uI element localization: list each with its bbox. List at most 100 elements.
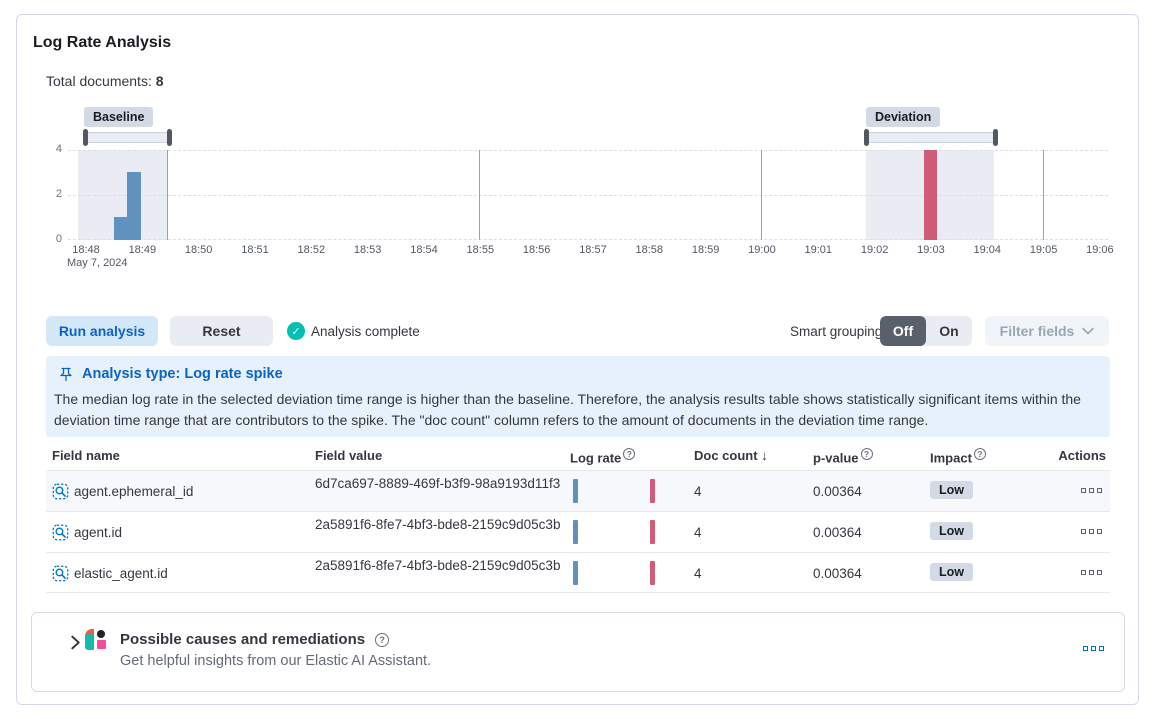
- chevron-down-icon: [1082, 327, 1095, 335]
- total-documents-label: Total documents:: [46, 73, 152, 89]
- deviation-brush-left-handle[interactable]: [864, 129, 869, 146]
- callout-body: The median log rate in the selected devi…: [54, 391, 1081, 428]
- gridline-y4: [68, 150, 1108, 151]
- table-row[interactable]: elastic_agent.id 2a5891f6-8fe7-4bf3-bde8…: [46, 552, 1110, 593]
- accordion-subtitle: Get helpful insights from our Elastic AI…: [120, 653, 432, 669]
- baseline-brush[interactable]: [85, 132, 170, 143]
- col-p-value-label: p-value: [813, 450, 859, 466]
- col-impact[interactable]: Impact?: [930, 448, 986, 465]
- log-rate-deviation-bar: [650, 479, 655, 503]
- x-tick: 19:01: [804, 244, 833, 256]
- p-value: 0.00364: [813, 566, 862, 581]
- deviation-brush-right-handle[interactable]: [993, 129, 998, 146]
- x-tick: 19:03: [917, 244, 945, 256]
- sort-desc-icon: ↓: [761, 448, 768, 463]
- y-tick-4: 4: [55, 143, 62, 155]
- accordion-actions-icon[interactable]: [1083, 646, 1104, 651]
- gridline-1855: [479, 150, 480, 240]
- filter-field-icon[interactable]: [52, 483, 69, 500]
- log-rate-baseline-bar: [573, 520, 578, 544]
- gridline-1905: [1043, 150, 1044, 240]
- p-value: 0.00364: [813, 525, 862, 540]
- col-field-value[interactable]: Field value: [315, 448, 383, 463]
- impact-badge: Low: [930, 522, 973, 540]
- gridline-y0: [68, 239, 1108, 240]
- possible-causes-accordion[interactable]: Possible causes and remediations ? Get h…: [31, 612, 1125, 692]
- deviation-brush[interactable]: [866, 132, 996, 143]
- results-table-header: Field name Field value Log rate? Doc cou…: [46, 448, 1110, 470]
- smart-grouping-off-button[interactable]: Off: [880, 316, 926, 346]
- check-circle-icon: ✓: [287, 322, 305, 340]
- gridline-y2: [68, 195, 1108, 196]
- baseline-brush-left-handle[interactable]: [83, 129, 88, 146]
- filter-fields-button[interactable]: Filter fields: [985, 316, 1109, 346]
- x-tick: 18:51: [241, 244, 269, 256]
- deviation-bar-4: [924, 150, 937, 240]
- smart-grouping-on-button[interactable]: On: [939, 323, 959, 339]
- reset-button[interactable]: Reset: [170, 316, 273, 346]
- x-tick: 18:57: [579, 244, 607, 256]
- x-tick: 19:05: [1029, 244, 1058, 256]
- baseline-brush-right-handle[interactable]: [167, 129, 172, 146]
- p-value-help-icon[interactable]: ?: [860, 448, 873, 460]
- y-tick-2: 2: [55, 188, 62, 200]
- help-icon[interactable]: ?: [375, 632, 390, 647]
- total-documents: Total documents: 8: [46, 73, 164, 89]
- filter-field-icon[interactable]: [52, 524, 69, 541]
- col-field-name[interactable]: Field name: [52, 448, 120, 463]
- smart-grouping-toggle: Off On: [880, 316, 972, 346]
- row-actions-icon[interactable]: [1081, 529, 1102, 534]
- analysis-status-text: Analysis complete: [311, 324, 420, 339]
- x-tick: 18:55: [466, 244, 495, 256]
- log-rate-baseline-bar: [573, 561, 578, 585]
- field-name: agent.id: [74, 525, 123, 540]
- col-log-rate-label: Log rate: [570, 450, 622, 466]
- x-tick: 19:02: [860, 244, 889, 256]
- x-axis-date-label: May 7, 2024: [67, 257, 128, 269]
- col-doc-count-label: Doc count: [694, 448, 758, 463]
- page-title: Log Rate Analysis: [33, 34, 172, 51]
- chevron-right-icon[interactable]: [69, 635, 82, 650]
- x-tick: 19:00: [748, 244, 776, 256]
- deviation-badge-label: Deviation: [875, 110, 932, 124]
- ai-icon-teal-shape: [85, 629, 94, 650]
- x-tick: 18:53: [353, 244, 382, 256]
- run-analysis-button[interactable]: Run analysis: [46, 316, 158, 346]
- log-rate-baseline-bar: [573, 479, 578, 503]
- accordion-title-row: Possible causes and remediations ?: [120, 631, 390, 648]
- baseline-badge: Baseline: [84, 107, 154, 127]
- x-tick: 19:06: [1086, 244, 1114, 256]
- p-value: 0.00364: [813, 484, 862, 499]
- log-rate-deviation-bar: [650, 561, 655, 585]
- col-log-rate[interactable]: Log rate?: [570, 448, 636, 466]
- field-value: 6d7ca697-8889-469f-b3f9-98a9193d11f3: [315, 476, 561, 491]
- impact-badge: Low: [930, 481, 973, 499]
- document-count-chart[interactable]: [68, 150, 1108, 240]
- x-tick: 18:59: [691, 244, 720, 256]
- col-p-value[interactable]: p-value?: [813, 448, 873, 465]
- ai-icon-dot: [97, 630, 105, 638]
- table-row[interactable]: agent.id 2a5891f6-8fe7-4bf3-bde8-2159c9d…: [46, 511, 1110, 552]
- impact-badge: Low: [930, 563, 973, 581]
- col-doc-count[interactable]: Doc count ↓: [694, 448, 768, 463]
- impact-help-icon[interactable]: ?: [973, 448, 986, 460]
- x-tick: 19:04: [973, 244, 1002, 256]
- x-axis: 18:48 18:49 18:50 18:51 18:52 18:53 18:5…: [69, 244, 1117, 256]
- callout-title: Analysis type: Log rate spike: [82, 366, 283, 382]
- table-row[interactable]: agent.ephemeral_id 6d7ca697-8889-469f-b3…: [46, 470, 1110, 511]
- baseline-badge-label: Baseline: [93, 110, 145, 124]
- total-documents-value: 8: [155, 73, 164, 89]
- field-name: elastic_agent.id: [74, 566, 168, 581]
- row-actions-icon[interactable]: [1081, 488, 1102, 493]
- filter-field-icon[interactable]: [52, 565, 69, 582]
- x-tick: 18:50: [184, 244, 213, 256]
- y-tick-0: 0: [55, 233, 62, 245]
- ai-assistant-icon: [85, 629, 106, 650]
- row-actions-icon[interactable]: [1081, 570, 1102, 575]
- doc-count: 4: [694, 484, 702, 499]
- field-name: agent.ephemeral_id: [74, 484, 194, 499]
- x-tick: 18:48: [72, 244, 100, 256]
- log-rate-help-icon[interactable]: ?: [623, 448, 636, 460]
- x-tick: 18:52: [297, 244, 326, 256]
- x-tick: 18:49: [128, 244, 157, 256]
